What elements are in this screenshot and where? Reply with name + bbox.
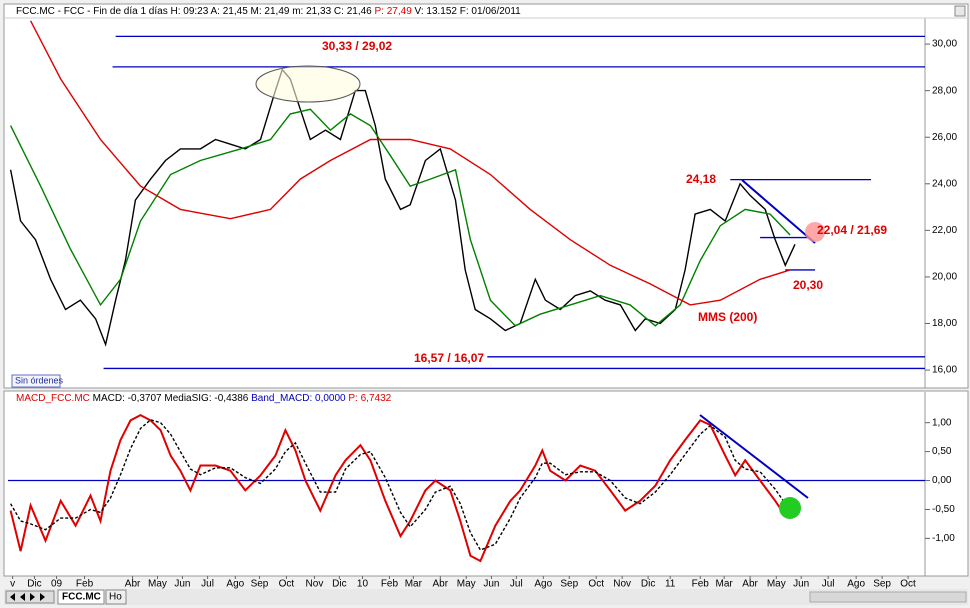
macd-highlight: [779, 497, 801, 519]
tab[interactable]: [57, 589, 105, 605]
tab-label: Ho: [109, 592, 122, 603]
annotation: 16,57 / 16,07: [414, 351, 484, 365]
y-tick-label: 20,00: [932, 272, 957, 283]
x-tick-label: Nov: [613, 579, 631, 590]
y-tick-label: 24,00: [932, 178, 957, 189]
macd-name: MACD_FCC.MC: [16, 393, 90, 404]
x-tick-label: 09: [51, 579, 63, 590]
y-tick-label: 0,00: [932, 475, 952, 486]
x-tick-label: Ago: [226, 579, 244, 590]
x-tick-label: May: [767, 579, 786, 590]
x-tick-label: Dic: [27, 579, 41, 590]
x-tick-label: 10: [357, 579, 369, 590]
x-tick-label: May: [457, 579, 476, 590]
tab-label: FCC.MC: [62, 592, 101, 603]
x-tick-label: Sep: [560, 579, 578, 590]
y-tick-label: 0,50: [932, 446, 952, 457]
x-tick-label: Feb: [381, 579, 399, 590]
x-tick-label: Mar: [405, 579, 423, 590]
x-tick-label: Ago: [847, 579, 865, 590]
price-header: FCC.MC - FCC - Fin de día 1 días H: 09:2…: [16, 6, 521, 17]
y-tick-label: 30,00: [932, 39, 957, 50]
x-tick-label: May: [148, 579, 167, 590]
scrollbar[interactable]: [809, 591, 967, 603]
price-panel: [3, 3, 969, 389]
tab[interactable]: [105, 589, 127, 605]
macd-trend-line: [699, 414, 809, 499]
highlight-ellipse: [255, 65, 361, 103]
y-tick-label: -0,50: [932, 504, 955, 515]
x-tick-label: Jun: [483, 579, 499, 590]
x-tick-label: Oct: [900, 579, 916, 590]
macd-p: P: 6,7432: [348, 393, 391, 404]
macd-header: MACD_FCC.MC MACD: -0,3707 MediaSIG: -0,4…: [16, 393, 392, 404]
plots: 16,00 18,00 20,00 22,00 24,00 26,00 28,00 30,00…: [8, 20, 957, 590]
x-tick-label: Jul: [822, 579, 835, 590]
x-tick-label: Sep: [251, 579, 269, 590]
toolbar: [4, 589, 968, 605]
annotation: 22,04 / 21,69: [817, 223, 887, 237]
y-tick-label: -1,00: [932, 533, 955, 544]
macd-signal: MediaSIG: -0,4386: [164, 393, 248, 404]
header-p: P: 27,49: [375, 6, 413, 17]
x-tick-label: Dic: [641, 579, 655, 590]
x-tick-label: Oct: [588, 579, 604, 590]
status-box[interactable]: [11, 374, 61, 388]
x-tick-label: Abr: [742, 579, 758, 590]
y-tick-label: 26,00: [932, 132, 957, 143]
annotation: MMS (200): [698, 310, 757, 324]
series-line: [9, 419, 796, 551]
annotation: 30,33 / 29,02: [322, 39, 392, 53]
series-line: [9, 413, 796, 563]
close-button[interactable]: [954, 5, 966, 17]
x-tick-label: v: [10, 579, 15, 590]
y-tick-label: 1,00: [932, 417, 952, 428]
y-tick-label: 22,00: [932, 225, 957, 236]
x-tick-label: Jul: [510, 579, 523, 590]
x-tick-label: 11: [665, 579, 676, 590]
header-text: FCC.MC - FCC - Fin de día 1 días H: 09:2…: [16, 6, 372, 17]
x-tick-label: Abr: [125, 579, 141, 590]
x-tick-label: Nov: [306, 579, 324, 590]
x-tick-label: Jun: [793, 579, 809, 590]
macd-band: Band_MACD: 0,0000: [251, 393, 346, 404]
x-tick-label: Feb: [692, 579, 710, 590]
x-tick-label: Sep: [873, 579, 891, 590]
x-tick-label: Ago: [534, 579, 552, 590]
x-tick-label: Dic: [332, 579, 346, 590]
trend-line: [741, 179, 816, 244]
annotation: 24,18: [686, 172, 716, 186]
x-tick-label: Feb: [76, 579, 94, 590]
x-tick-label: Oct: [279, 579, 295, 590]
status-text: Sin órdenes: [15, 375, 64, 385]
macd-value: MACD: -0,3707: [93, 393, 162, 404]
annotation: 20,30: [793, 278, 823, 292]
highlight-circle: [805, 222, 825, 242]
x-tick-label: Abr: [433, 579, 449, 590]
y-tick-label: 28,00: [932, 85, 957, 96]
x-tick-label: Jun: [174, 579, 190, 590]
y-tick-label: 16,00: [932, 365, 957, 376]
x-tick-label: Jul: [201, 579, 214, 590]
series-line: [9, 108, 791, 327]
y-tick-label: 18,00: [932, 318, 957, 329]
series-line: [29, 20, 791, 306]
header-v: V: 13.152 F: 01/06/2011: [415, 6, 522, 17]
x-tick-label: Mar: [716, 579, 734, 590]
